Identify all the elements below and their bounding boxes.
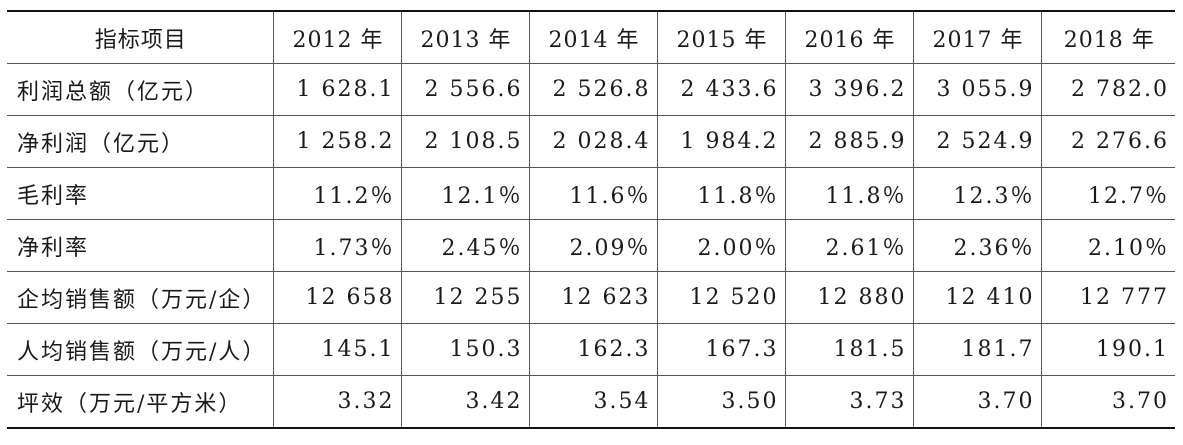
table-cell: 12 880 [784,271,914,324]
table-cell: 162.3 [528,323,658,376]
financial-indicators-table-container: 指标项目 2012 年 2013 年 2014 年 2015 年 2016 年 … [7,10,1175,429]
column-header-year: 2013 年 [400,10,530,64]
row-label: 人均销售额（万元/人） [7,323,274,376]
table-row-total-profit: 利润总额（亿元） 1 628.1 2 556.6 2 526.8 2 433.6… [7,63,1175,116]
table-cell: 2 028.4 [528,115,658,168]
table-cell: 2 782.0 [1040,63,1175,116]
table-row-sales-per-enterprise: 企均销售额（万元/企） 12 658 12 255 12 623 12 520 … [7,271,1175,324]
table-cell: 2.00％ [656,219,786,272]
table-cell: 2 433.6 [656,63,786,116]
table-cell: 190.1 [1040,323,1175,376]
table-cell: 12 777 [1040,271,1175,324]
table-cell: 2 526.8 [528,63,658,116]
table-cell: 12.1％ [400,167,530,220]
table-cell: 2 276.6 [1040,115,1175,168]
row-label: 净利率 [7,219,274,272]
table-cell: 3.32 [272,375,402,429]
table-cell: 181.7 [912,323,1042,376]
table-cell: 12 410 [912,271,1042,324]
table-cell: 1 258.2 [272,115,402,168]
row-label: 毛利率 [7,167,274,220]
table-cell: 3.70 [1040,375,1175,429]
table-cell: 3.73 [784,375,914,429]
table-cell: 12.3％ [912,167,1042,220]
table-cell: 2 108.5 [400,115,530,168]
table-cell: 1.73％ [272,219,402,272]
table-cell: 2.61％ [784,219,914,272]
table-header-row: 指标项目 2012 年 2013 年 2014 年 2015 年 2016 年 … [7,10,1175,64]
table-cell: 181.5 [784,323,914,376]
table-cell: 145.1 [272,323,402,376]
table-row-gross-margin: 毛利率 11.2％ 12.1％ 11.6％ 11.8％ 11.8％ 12.3％ … [7,167,1175,220]
table-cell: 11.8％ [784,167,914,220]
table-cell: 12.7％ [1040,167,1175,220]
table-row-sales-per-sqm: 坪效（万元/平方米） 3.32 3.42 3.54 3.50 3.73 3.70… [7,375,1175,429]
table-cell: 3 055.9 [912,63,1042,116]
table-cell: 3.42 [400,375,530,429]
table-cell: 2.10％ [1040,219,1175,272]
table-row-net-margin: 净利率 1.73％ 2.45％ 2.09％ 2.00％ 2.61％ 2.36％ … [7,219,1175,272]
table-cell: 2.09％ [528,219,658,272]
table-cell: 3.50 [656,375,786,429]
table-cell: 3.54 [528,375,658,429]
table-cell: 150.3 [400,323,530,376]
table-cell: 3.70 [912,375,1042,429]
table-cell: 2.45％ [400,219,530,272]
table-cell: 12 255 [400,271,530,324]
table-cell: 11.6％ [528,167,658,220]
financial-indicators-table: 指标项目 2012 年 2013 年 2014 年 2015 年 2016 年 … [7,10,1175,429]
row-label: 坪效（万元/平方米） [7,375,274,429]
table-cell: 11.2％ [272,167,402,220]
table-cell: 167.3 [656,323,786,376]
table-cell: 11.8％ [656,167,786,220]
table-cell: 1 628.1 [272,63,402,116]
column-header-year: 2016 年 [784,10,914,64]
column-header-year: 2018 年 [1040,10,1175,64]
table-row-sales-per-person: 人均销售额（万元/人） 145.1 150.3 162.3 167.3 181.… [7,323,1175,376]
table-cell: 3 396.2 [784,63,914,116]
table-cell: 12 658 [272,271,402,324]
column-header-year: 2012 年 [272,10,402,64]
table-cell: 12 520 [656,271,786,324]
table-cell: 2.36％ [912,219,1042,272]
row-label: 利润总额（亿元） [7,63,274,116]
row-label: 企均销售额（万元/企） [7,271,274,324]
table-cell: 1 984.2 [656,115,786,168]
table-row-net-profit: 净利润（亿元） 1 258.2 2 108.5 2 028.4 1 984.2 … [7,115,1175,168]
row-label: 净利润（亿元） [7,115,274,168]
column-header-year: 2015 年 [656,10,786,64]
table-cell: 12 623 [528,271,658,324]
table-cell: 2 524.9 [912,115,1042,168]
column-header-year: 2017 年 [912,10,1042,64]
column-header-indicator: 指标项目 [7,10,274,64]
column-header-year: 2014 年 [528,10,658,64]
table-cell: 2 556.6 [400,63,530,116]
table-cell: 2 885.9 [784,115,914,168]
